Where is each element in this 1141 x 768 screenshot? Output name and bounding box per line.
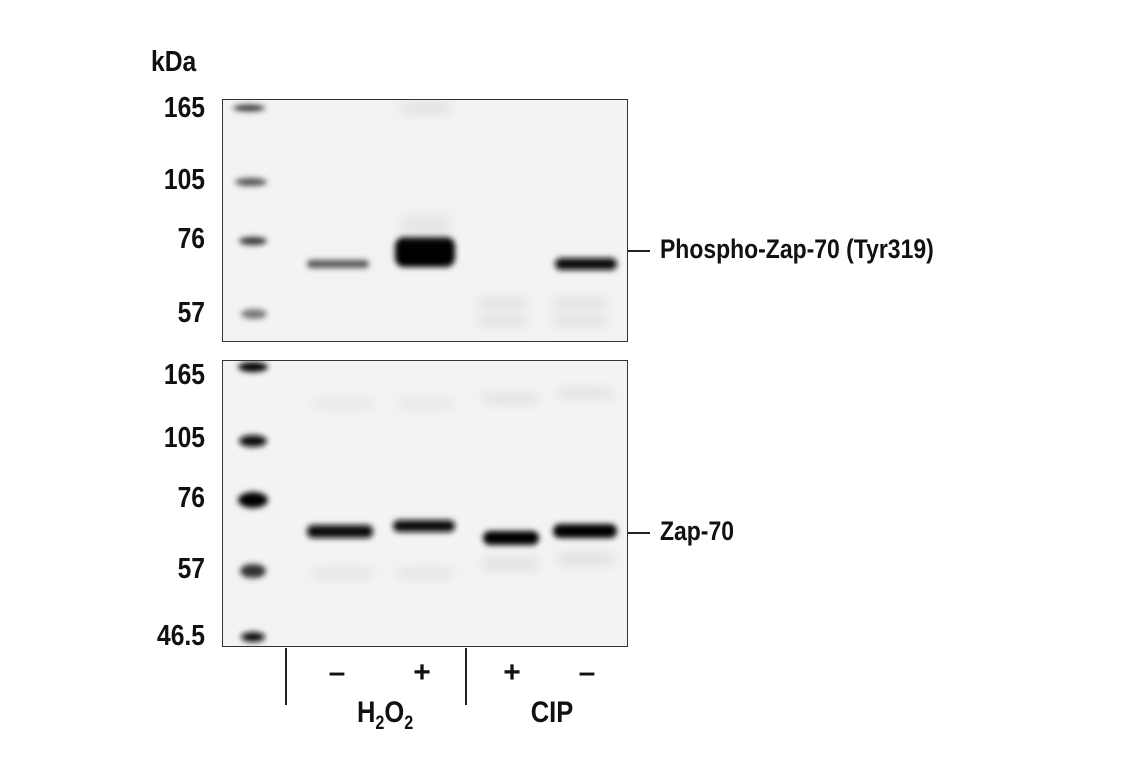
ladder-band bbox=[241, 309, 267, 319]
band-indicator-line bbox=[628, 532, 650, 534]
band bbox=[483, 531, 539, 545]
ladder-band bbox=[235, 178, 267, 186]
marker-label: 105 bbox=[163, 422, 205, 454]
group-label-h2o2: H2O2 bbox=[357, 696, 413, 735]
blot-panel-total bbox=[222, 360, 628, 647]
band bbox=[307, 525, 373, 538]
band-indicator-line bbox=[628, 250, 650, 252]
group-divider bbox=[285, 648, 287, 705]
ladder-band bbox=[239, 237, 267, 245]
marker-label: 165 bbox=[163, 359, 205, 391]
blot-image bbox=[238, 362, 617, 642]
band bbox=[553, 524, 617, 538]
subscript: 2 bbox=[375, 713, 385, 734]
lane-sign: + bbox=[413, 656, 431, 689]
band bbox=[395, 237, 455, 267]
unit-label: kDa bbox=[151, 46, 197, 78]
marker-label: 57 bbox=[177, 553, 205, 585]
band bbox=[555, 258, 617, 270]
group-label-cip: CIP bbox=[530, 696, 574, 729]
group-text: O bbox=[384, 696, 405, 729]
blot-panel-phospho bbox=[222, 99, 628, 342]
band bbox=[393, 520, 455, 532]
blot-image bbox=[233, 104, 617, 324]
target-label-total: Zap-70 bbox=[660, 516, 734, 546]
marker-label: 165 bbox=[163, 92, 205, 124]
ladder-band bbox=[238, 362, 268, 372]
ladder-band bbox=[233, 105, 265, 111]
marker-label: 57 bbox=[177, 297, 205, 329]
group-divider bbox=[465, 648, 467, 705]
marker-label: 76 bbox=[177, 482, 205, 514]
ladder-band bbox=[238, 492, 268, 508]
lane-sign: – bbox=[578, 656, 596, 689]
group-text: H bbox=[356, 696, 376, 729]
marker-label: 105 bbox=[163, 164, 205, 196]
band bbox=[307, 260, 369, 268]
ladder-band bbox=[240, 564, 266, 578]
marker-label: 46.5 bbox=[157, 620, 205, 652]
target-label-phospho: Phospho-Zap-70 (Tyr319) bbox=[660, 234, 934, 264]
ladder-band bbox=[241, 632, 265, 642]
lane-sign: – bbox=[328, 656, 346, 689]
subscript: 2 bbox=[404, 713, 414, 734]
marker-label: 76 bbox=[177, 223, 205, 255]
ladder-band bbox=[239, 435, 267, 447]
lane-sign: + bbox=[503, 656, 521, 689]
